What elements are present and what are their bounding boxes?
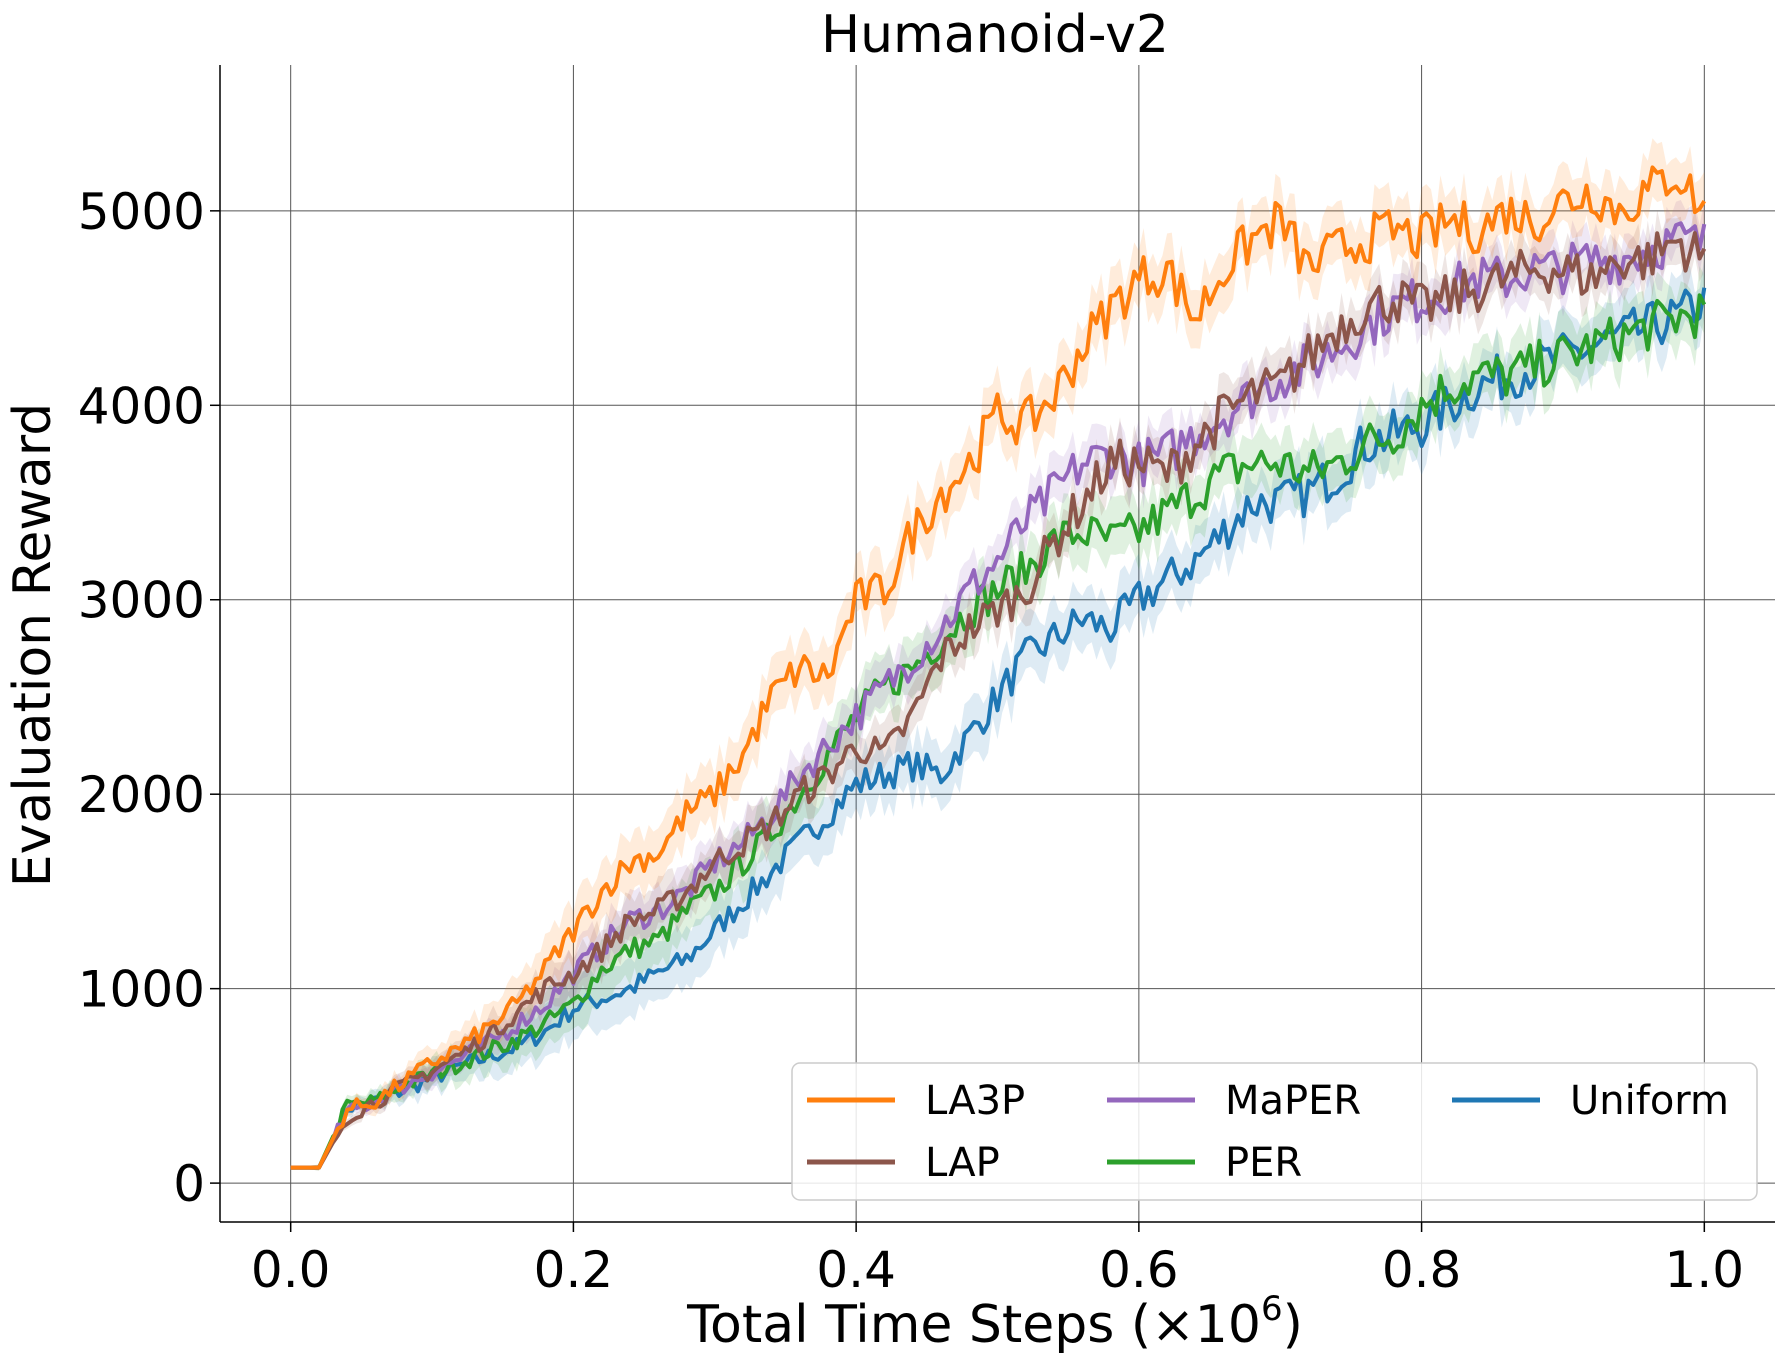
series-line-maper bbox=[290, 221, 1707, 1170]
x-tick-label-5: 1.0 bbox=[1665, 1241, 1745, 1299]
tick-labels: 0.0 0.2 0.4 0.6 0.8 1.0 0 1000 2000 3000 4000 5000 bbox=[78, 183, 1744, 1299]
x-tick-label-1: 0.2 bbox=[534, 1241, 614, 1299]
axes bbox=[210, 65, 1775, 1232]
chart-title: Humanoid-v2 bbox=[821, 5, 1169, 65]
legend-label-maper: MaPER bbox=[1225, 1078, 1361, 1124]
series-line-lap bbox=[290, 231, 1707, 1170]
y-axis-title: Evaluation Reward bbox=[3, 403, 63, 888]
x-axis-title-exponent: 6 bbox=[1261, 1289, 1283, 1329]
series-line-uniform bbox=[290, 287, 1707, 1170]
band-uniform bbox=[290, 258, 1705, 1171]
legend: LA3P LAP MaPER PER Uniform bbox=[791, 1062, 1758, 1201]
x-tick-label-4: 0.8 bbox=[1382, 1241, 1462, 1299]
x-tick-label-2: 0.4 bbox=[816, 1241, 896, 1299]
x-axis-title: Total Time Steps (×106) bbox=[686, 1289, 1303, 1355]
legend-label-per: PER bbox=[1225, 1140, 1302, 1186]
x-tick-label-3: 0.6 bbox=[1099, 1241, 1179, 1299]
x-axis-title-suffix: ) bbox=[1283, 1295, 1303, 1355]
legend-label-la3p: LA3P bbox=[925, 1078, 1025, 1124]
y-tick-label-5: 5000 bbox=[78, 183, 205, 241]
legend-label-uniform: Uniform bbox=[1570, 1078, 1729, 1124]
x-tick-label-0: 0.0 bbox=[251, 1241, 331, 1299]
series-line-per bbox=[290, 293, 1707, 1170]
legend-box bbox=[791, 1062, 1758, 1201]
series-lines bbox=[290, 165, 1707, 1170]
x-axis-title-text: Total Time Steps (×10 bbox=[686, 1295, 1261, 1355]
y-tick-label-0: 0 bbox=[173, 1155, 205, 1213]
series-line-la3p bbox=[290, 165, 1707, 1170]
y-tick-label-3: 3000 bbox=[78, 572, 205, 630]
y-tick-label-1: 1000 bbox=[78, 961, 205, 1019]
legend-label-lap: LAP bbox=[925, 1140, 1000, 1186]
y-tick-label-4: 4000 bbox=[78, 377, 205, 435]
y-tick-label-2: 2000 bbox=[78, 766, 205, 824]
band-la3p bbox=[290, 138, 1705, 1171]
grid-lines bbox=[220, 65, 1775, 1222]
